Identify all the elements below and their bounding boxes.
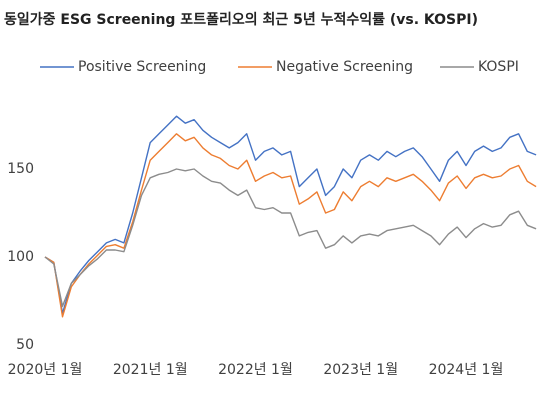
x-tick-label: 2022년 1월 — [218, 362, 293, 378]
x-tick-label: 2023년 1월 — [323, 362, 398, 378]
legend-label: Positive Screening — [78, 59, 206, 75]
y-tick-label: 150 — [7, 161, 34, 177]
x-tick-label: 2021년 1월 — [113, 362, 188, 378]
legend-label: KOSPI — [478, 59, 519, 75]
series-line — [44, 115, 537, 314]
x-tick-label: 2020년 1월 — [8, 362, 83, 378]
x-tick-label: 2024년 1월 — [429, 362, 504, 378]
y-tick-label: 50 — [16, 337, 34, 353]
y-tick-label: 100 — [7, 249, 34, 265]
legend-label: Negative Screening — [276, 59, 413, 75]
chart-title: 동일가중 ESG Screening 포트폴리오의 최근 5년 누적수익률 (v… — [4, 11, 478, 28]
series-line — [44, 168, 537, 307]
series-line — [44, 133, 537, 318]
